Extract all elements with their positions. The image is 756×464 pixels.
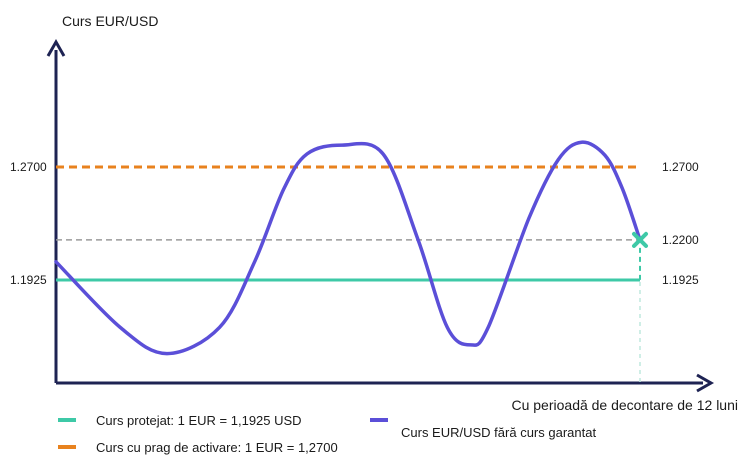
marker-stroke-b bbox=[632, 231, 648, 248]
series-line-eur-usd bbox=[54, 140, 642, 356]
y-tick-right-1-2700: 1.2700 bbox=[662, 160, 699, 174]
y-axis-arrow bbox=[46, 38, 66, 57]
legend-label-threshold: Curs cu prag de activare: 1 EUR = 1,2700 bbox=[96, 440, 338, 455]
y-axis-label: Curs EUR/USD bbox=[62, 13, 158, 29]
y-tick-left-1-1925: 1.1925 bbox=[10, 273, 47, 287]
x-axis-label: Cu perioadă de decontare de 12 luni bbox=[511, 397, 738, 413]
x-axis-arrow bbox=[696, 373, 715, 393]
y-tick-right-1-1925: 1.1925 bbox=[662, 273, 699, 287]
y-tick-right-1-2200: 1.2200 bbox=[662, 233, 699, 247]
y-tick-left-1-2700: 1.2700 bbox=[10, 160, 47, 174]
legend-label-protected: Curs protejat: 1 EUR = 1,1925 USD bbox=[96, 413, 302, 428]
end-marker-x-icon bbox=[632, 231, 648, 248]
legend-label-eur-usd: Curs EUR/USD fără curs garantat bbox=[401, 425, 596, 440]
